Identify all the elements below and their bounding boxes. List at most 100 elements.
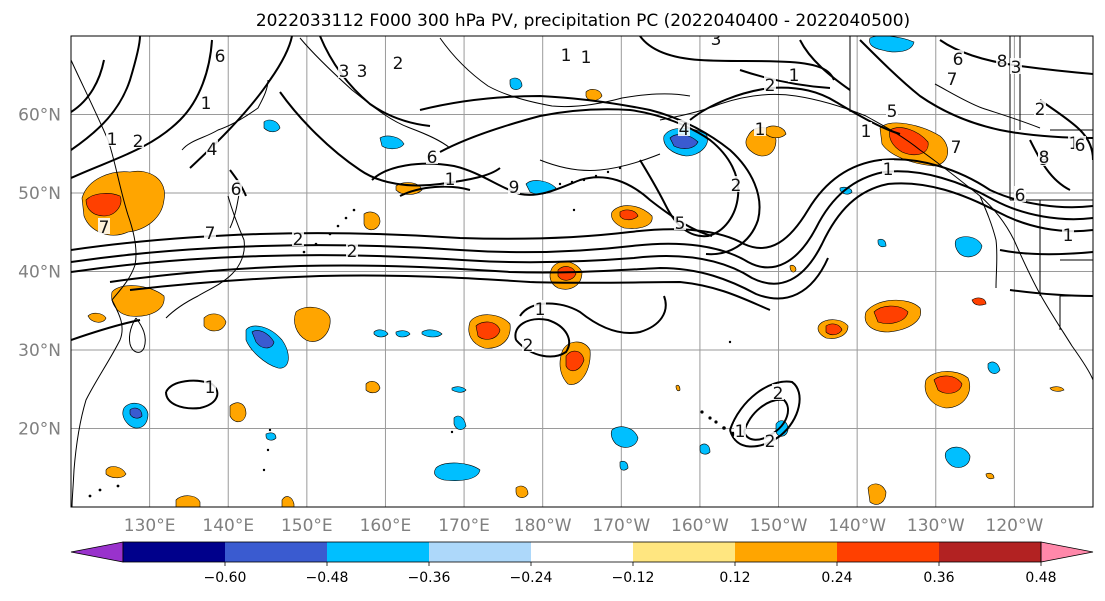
contour-label-bg (674, 214, 686, 230)
contour-label: 9 (509, 178, 520, 198)
contour-label-bg (754, 120, 766, 136)
contour-label: 1 (205, 378, 216, 398)
colorbar-outline (122, 541, 1042, 563)
contour-label-bg (534, 300, 546, 316)
contour-label: 1 (445, 170, 456, 190)
contour-label: 3 (357, 62, 368, 82)
contour-label: 5 (887, 102, 898, 122)
colorbar-label: 0.48 (1025, 570, 1056, 586)
contour-label: 3 (711, 30, 722, 50)
contour-label-bg (1034, 100, 1046, 116)
contour-label: 6 (231, 180, 242, 200)
colorbar-label: −0.12 (612, 570, 655, 586)
contour-label-bg (204, 224, 216, 240)
lon-label: 130°E (124, 516, 176, 536)
contour-label-bg (860, 122, 872, 138)
contour-label-bg (764, 76, 776, 92)
contour-label: 2 (133, 132, 144, 152)
contour-label: 6 (427, 148, 438, 168)
contour-label-bg (392, 54, 404, 70)
colorbar-label: 0.12 (719, 570, 750, 586)
colorbar-swatch (939, 542, 1042, 562)
colorbar-label: −0.24 (510, 570, 553, 586)
lon-label: 130°W (907, 516, 965, 536)
lon-label: 140°W (828, 516, 886, 536)
contour-label: 3 (339, 62, 350, 82)
contour-label-bg (952, 50, 964, 66)
contour-label-bg (788, 66, 800, 82)
latitude-labels: 60°N 50°N 40°N 30°N 20°N (18, 106, 61, 440)
contour-label-bg (214, 47, 226, 63)
contour-label: 1 (107, 130, 118, 150)
contour-label: 7 (947, 70, 958, 90)
lon-label: 150°W (750, 516, 808, 536)
contour-label-bg (356, 62, 368, 78)
colorbar-extend-min (70, 541, 124, 563)
contour-label: 1 (561, 46, 572, 66)
contour-label: 1 (755, 120, 766, 140)
contour-label-bg (106, 130, 118, 146)
contour-label: 2 (393, 54, 404, 74)
contour-label-bg (1010, 58, 1022, 74)
contour-label-bg (1038, 148, 1050, 164)
contour-label: 6 (1075, 136, 1086, 156)
contour-label: 8 (1039, 148, 1050, 168)
contour-label: 2 (765, 432, 776, 452)
contour-label: 7 (99, 218, 110, 238)
contour-label-bg (560, 46, 572, 62)
lon-label: 180°W (514, 516, 572, 536)
contour-label-bg (772, 384, 784, 400)
contour-label-bg (710, 36, 722, 46)
contour-label: 6 (215, 47, 226, 67)
lat-label: 20°N (18, 420, 61, 440)
contour-label: 2 (1035, 100, 1046, 120)
contour-label-bg (508, 178, 520, 194)
coastlines (71, 36, 1093, 507)
lon-label: 170°W (592, 516, 650, 536)
contour-label-bg (950, 138, 962, 154)
contour-label-bg (98, 218, 110, 234)
lat-label: 40°N (18, 263, 61, 283)
contour-label: 1 (861, 122, 872, 142)
lat-label: 50°N (18, 184, 61, 204)
map-title: 2022033112 F000 300 hPa PV, precipitatio… (256, 11, 910, 31)
contour-label: 1 (789, 66, 800, 86)
colorbar-swatch (531, 542, 634, 562)
pv-contours (71, 36, 1093, 448)
contour-label: 1 (735, 422, 746, 442)
colorbar-label: 0.24 (821, 570, 852, 586)
contour-labels: 6123321321867321976422619541215176711212… (98, 30, 1086, 452)
colorbar-label: 0.36 (923, 570, 954, 586)
contour-label: 8 (997, 52, 1008, 72)
contour-label-bg (886, 102, 898, 118)
contour-label-bg (996, 52, 1008, 68)
contour-label-bg (946, 70, 958, 86)
contour-label-bg (132, 132, 144, 148)
colorbar-extend-max (1040, 541, 1094, 563)
colorbar-swatch (837, 542, 940, 562)
colorbar-swatch (429, 542, 532, 562)
colorbar-label: −0.48 (306, 570, 349, 586)
precip-positive-areas (81, 89, 1065, 507)
colorbar-swatch (225, 542, 328, 562)
colorbar-swatch (633, 542, 736, 562)
contour-label: 2 (293, 230, 304, 250)
contour-label: 1 (883, 160, 894, 180)
contour-label: 5 (675, 214, 686, 234)
contour-label: 2 (773, 384, 784, 404)
contour-label: 6 (1015, 186, 1026, 206)
contour-label: 4 (679, 120, 690, 140)
contour-label-bg (522, 336, 534, 352)
colorbar-label: −0.60 (204, 570, 247, 586)
contour-label-bg (230, 180, 242, 196)
contour-label: 7 (951, 138, 962, 158)
colorbar-swatch (327, 542, 430, 562)
lon-label: 160°E (360, 516, 412, 536)
lat-label: 60°N (18, 106, 61, 126)
colorbar-swatch (123, 542, 226, 562)
map-content: 6123321321867321976422619541215176711212… (71, 30, 1093, 507)
contour-label: 1 (201, 94, 212, 114)
contour-label-bg (730, 176, 742, 192)
contour-label: 2 (347, 242, 358, 262)
